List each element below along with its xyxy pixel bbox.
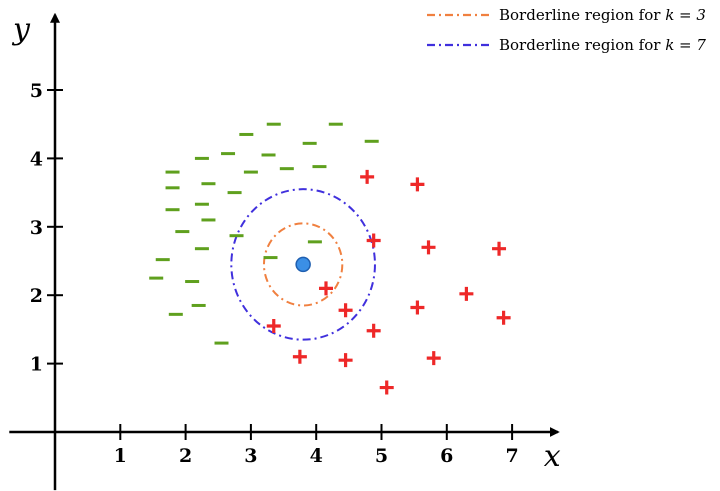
positive-point — [421, 240, 436, 255]
positive-point — [410, 177, 425, 192]
y-tick-label: 5 — [30, 80, 43, 102]
legend-label: Borderline region for — [499, 6, 665, 24]
legend-entry-k7: Borderline region for k = 7 — [499, 36, 706, 54]
positive-point — [459, 286, 474, 301]
y-ticks: 1 2 3 4 5 — [30, 80, 63, 376]
positive-point — [266, 318, 281, 333]
y-tick-label: 1 — [30, 354, 43, 376]
positive-point — [366, 323, 381, 338]
x-tick-label: 4 — [310, 445, 323, 467]
x-tick-label: 2 — [179, 445, 192, 467]
positive-point — [410, 300, 425, 315]
borderline-circle-k7 — [230, 188, 376, 341]
positive-point — [366, 233, 381, 248]
negative-points — [149, 122, 379, 345]
positive-point — [338, 303, 353, 318]
x-tick-label: 6 — [440, 445, 453, 467]
positive-point — [426, 351, 441, 366]
positive-point — [379, 380, 394, 395]
legend-label: Borderline region for — [499, 36, 665, 54]
y-axis-label: y — [11, 12, 31, 47]
query-point-group — [295, 256, 311, 273]
positive-point — [338, 353, 353, 368]
x-tick-label: 3 — [244, 445, 257, 467]
y-tick-label: 2 — [30, 285, 43, 307]
x-tick-label: 5 — [375, 445, 388, 467]
axes: 1 2 3 4 5 6 7 1 2 3 4 5 x y — [9, 12, 561, 491]
y-tick-label: 3 — [30, 217, 43, 239]
x-axis-label: x — [544, 439, 561, 474]
positive-point — [318, 281, 333, 296]
legend-k-value: k = 3 — [665, 6, 706, 24]
borderline-regions — [230, 188, 376, 341]
legend-k-value: k = 7 — [665, 36, 706, 54]
x-ticks: 1 2 3 4 5 6 7 — [114, 424, 519, 467]
query-point — [295, 256, 311, 273]
positive-point — [360, 169, 375, 184]
y-tick-label: 4 — [30, 148, 43, 170]
positive-points — [266, 169, 511, 395]
positive-point — [496, 310, 511, 325]
positive-point — [492, 241, 507, 256]
x-tick-label: 1 — [114, 445, 127, 467]
x-tick-label: 7 — [505, 445, 518, 467]
legend-entry-k3: Borderline region for k = 3 — [499, 6, 706, 24]
positive-point — [292, 349, 307, 364]
borderline-circle-k3 — [262, 222, 344, 307]
